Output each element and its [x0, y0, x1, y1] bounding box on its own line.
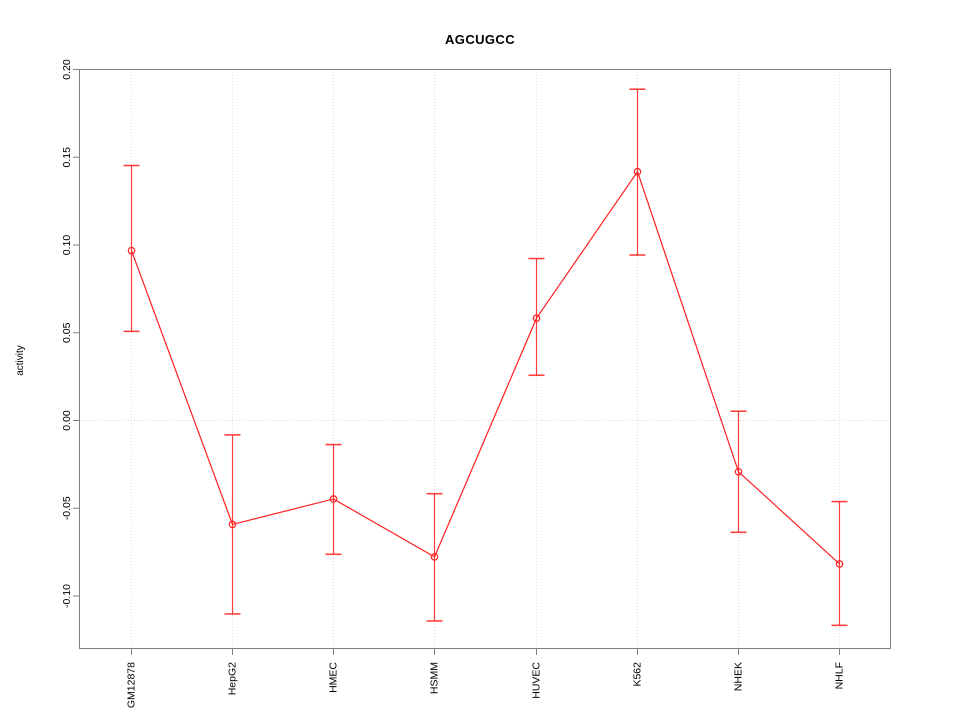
x-axis-tick-label: HepG2	[226, 662, 238, 695]
data-point	[633, 167, 642, 176]
x-axis-tick-label: K562	[631, 662, 643, 687]
error-bar	[831, 500, 848, 627]
error-bar	[528, 257, 545, 377]
error-bar	[123, 164, 140, 333]
error-bar	[426, 492, 443, 622]
error-bar	[629, 88, 646, 256]
x-axis-tick-label: HMEC	[327, 662, 339, 693]
data-point	[835, 560, 844, 568]
data-point	[228, 520, 237, 529]
y-axis-ticks	[73, 69, 80, 597]
error-bar	[730, 410, 747, 534]
x-axis-ticks	[131, 648, 840, 655]
data-point	[430, 553, 439, 561]
chart-title: AGCUGCC	[445, 32, 515, 47]
error-bar	[224, 434, 241, 615]
data-points	[127, 167, 844, 568]
data-point	[734, 467, 743, 476]
data-point	[532, 314, 541, 323]
y-axis-tick-label: 0.15	[61, 147, 73, 168]
series-polyline	[130, 170, 840, 565]
gridlines	[80, 69, 890, 648]
plot-frame	[79, 69, 891, 649]
y-axis-tick-labels: 0.20 0.15 0.10 0.05 0.00 -0.05 -0.10	[61, 59, 73, 608]
data-point	[127, 246, 136, 255]
y-axis-tick-label: -0.10	[61, 584, 73, 608]
x-axis-tick-label: NHLF	[833, 662, 845, 689]
x-axis-tick-label: NHEK	[732, 662, 744, 691]
series-line	[130, 170, 840, 565]
x-axis-tick-labels: GM12878 HepG2 HMEC HSMM HUVEC K562 NHEK NHLF	[125, 662, 845, 709]
x-axis-tick-label: HUVEC	[530, 662, 542, 699]
error-bar	[325, 443, 342, 556]
x-axis-tick-label: GM12878	[125, 662, 137, 708]
error-bars	[123, 88, 848, 627]
data-point	[329, 495, 338, 503]
y-axis-tick-label: -0.05	[61, 496, 73, 520]
y-axis-tick-label: 0.00	[61, 410, 73, 431]
y-axis-tick-label: 0.05	[61, 322, 73, 343]
y-axis-tick-label: 0.10	[61, 235, 73, 256]
y-axis-tick-label: 0.20	[61, 59, 73, 80]
x-axis-tick-label: HSMM	[428, 662, 440, 694]
